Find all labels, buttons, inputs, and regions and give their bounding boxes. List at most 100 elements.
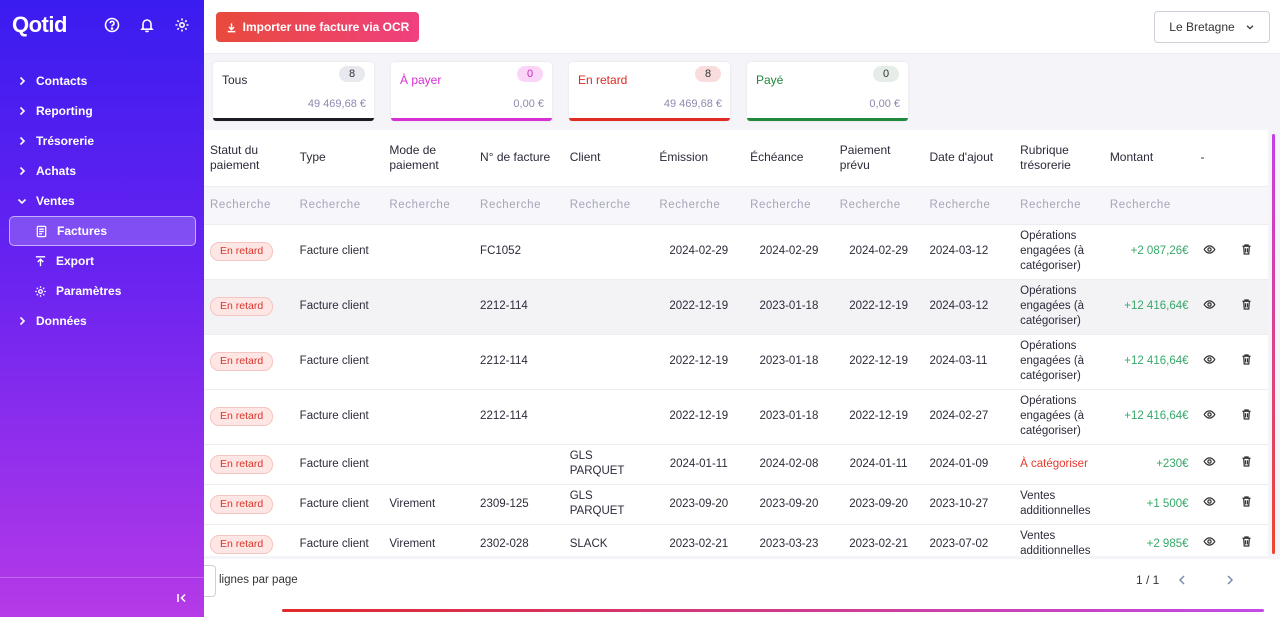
delete-action-cell	[1225, 389, 1268, 445]
status-card-bar	[391, 118, 552, 121]
column-header[interactable]: Client	[569, 150, 601, 165]
status-card[interactable]: Payé 0 0,00 €	[747, 62, 908, 121]
upload-icon	[35, 255, 46, 266]
table-row[interactable]: En retard Facture client GLS PARQUET 2024-0…	[204, 444, 1268, 485]
nav-item-reporting[interactable]: Reporting	[0, 96, 204, 126]
column-header[interactable]: Paiement prévu	[839, 142, 891, 172]
eye-icon[interactable]	[1203, 535, 1216, 548]
column-search-input[interactable]: Recherche	[293, 185, 384, 225]
num-cell: 2212-114	[474, 334, 564, 390]
import-ocr-button[interactable]: Importer une facture via OCR	[216, 12, 419, 42]
emission-cell: 2023-02-21	[653, 524, 745, 556]
status-card-amount: 49 469,68 €	[663, 98, 722, 110]
next-page-icon[interactable]	[1222, 572, 1238, 588]
eye-icon[interactable]	[1203, 495, 1216, 508]
trash-icon[interactable]	[1240, 455, 1253, 468]
nav-item-tresorerie[interactable]: Trésorerie	[0, 126, 204, 156]
sidebar-footer	[0, 577, 204, 617]
status-cell: En retard	[204, 334, 294, 390]
client-cell	[563, 279, 654, 335]
table-row[interactable]: En retard Facture client 2212-114 2022-12-1…	[204, 389, 1268, 445]
download-icon	[227, 22, 235, 32]
gear-icon[interactable]	[174, 17, 190, 33]
table-row[interactable]: En retard Facture client Virement 2302-028 S…	[204, 524, 1268, 556]
table-row[interactable]: En retard Facture client Virement 2309-125 G…	[204, 484, 1268, 525]
company-select[interactable]: Le Bretagne	[1154, 11, 1270, 43]
column-search-input[interactable]: Recherche	[744, 185, 834, 225]
brand-logo[interactable]: Qotid	[12, 12, 67, 37]
rows-per-page-select[interactable]	[204, 565, 216, 597]
column-header[interactable]: Statut du paiement	[210, 142, 260, 172]
nav-sub-item-export[interactable]: Export	[0, 246, 204, 276]
nav-sub-item-factures[interactable]: Factures	[9, 216, 196, 246]
status-card[interactable]: En retard 8 49 469,68 €	[569, 62, 730, 121]
type-cell: Facture client	[293, 334, 384, 390]
vertical-scrollbar[interactable]	[1272, 134, 1275, 554]
status-card[interactable]: À payer 0 0,00 €	[391, 62, 552, 121]
gear-icon	[35, 285, 46, 297]
echeance-cell: 2023-03-23	[744, 524, 834, 556]
table-row[interactable]: En retard Facture client FC1052 2024-02-29 2…	[204, 224, 1268, 280]
column-search-input[interactable]: Recherche	[474, 185, 564, 225]
column-search-input[interactable]: Recherche	[383, 185, 475, 225]
column-header[interactable]: Émission	[659, 150, 709, 165]
prev-page-icon[interactable]	[1174, 572, 1190, 588]
mode-cell	[383, 444, 475, 485]
echeance-cell: 2024-02-08	[744, 444, 834, 485]
invoice-icon	[36, 225, 47, 237]
nav-item-achats[interactable]: Achats	[0, 156, 204, 186]
mode-cell	[383, 279, 475, 335]
type-cell: Facture client	[293, 444, 384, 485]
column-header[interactable]: N° de facture	[480, 150, 551, 165]
rubrique-cell: Ventes additionnelles	[1014, 524, 1104, 556]
view-action-cell	[1194, 224, 1226, 280]
trash-icon[interactable]	[1240, 243, 1253, 256]
chevron-right-icon	[19, 106, 26, 116]
chevron-right-icon	[19, 136, 26, 146]
column-search-input[interactable]: Recherche	[653, 185, 745, 225]
column-search-input[interactable]: Recherche	[1014, 185, 1104, 225]
table-row[interactable]: En retard Facture client 2212-114 2022-12-1…	[204, 279, 1268, 335]
column-search-input[interactable]: Recherche	[833, 185, 924, 225]
trash-icon[interactable]	[1240, 353, 1253, 366]
status-card[interactable]: Tous 8 49 469,68 €	[213, 62, 374, 121]
chevron-right-icon	[19, 76, 26, 86]
page-info: 1 / 1	[1136, 573, 1160, 587]
eye-icon[interactable]	[1203, 408, 1216, 421]
column-header[interactable]: Type	[299, 150, 326, 165]
trash-icon[interactable]	[1240, 495, 1253, 508]
nav-item-contacts[interactable]: Contacts	[0, 66, 204, 96]
column-search-input[interactable]: Recherche	[1103, 185, 1195, 225]
column-header[interactable]: Montant	[1109, 150, 1154, 165]
status-cell: En retard	[204, 484, 294, 525]
column-header[interactable]: Date d'ajout	[929, 150, 994, 165]
nav-item-donnees[interactable]: Données	[0, 306, 204, 336]
eye-icon[interactable]	[1203, 455, 1216, 468]
column-header[interactable]: Mode de paiement	[389, 142, 439, 172]
client-cell	[563, 334, 654, 390]
trash-icon[interactable]	[1240, 535, 1253, 548]
eye-icon[interactable]	[1203, 298, 1216, 311]
trash-icon[interactable]	[1240, 408, 1253, 421]
column-header[interactable]: Échéance	[750, 150, 804, 165]
column-search-input[interactable]: Recherche	[563, 185, 654, 225]
status-badge: En retard	[210, 242, 274, 261]
column-search-input[interactable]: Recherche	[923, 185, 1015, 225]
eye-icon[interactable]	[1203, 243, 1216, 256]
table-row[interactable]: En retard Facture client 2212-114 2022-12-1…	[204, 334, 1268, 390]
column-header[interactable]: Rubrique trésorerie	[1020, 142, 1071, 172]
eye-icon[interactable]	[1203, 353, 1216, 366]
nav-sub-item-parametres[interactable]: Paramètres	[0, 276, 204, 306]
column-header[interactable]: -	[1200, 150, 1205, 165]
horizontal-scrollbar[interactable]	[282, 609, 1264, 612]
nav-item-ventes[interactable]: Ventes	[0, 186, 204, 216]
collapse-sidebar-icon[interactable]	[176, 592, 188, 604]
bell-icon[interactable]	[139, 17, 155, 33]
status-card-label: Payé	[756, 73, 784, 87]
rubrique-cell: Opérations engagées (à catégoriser)	[1014, 279, 1104, 335]
help-icon[interactable]	[104, 17, 120, 33]
column-search-input[interactable]: Recherche	[204, 185, 294, 225]
view-action-cell	[1194, 444, 1226, 485]
montant-cell: +230€	[1103, 444, 1195, 485]
trash-icon[interactable]	[1240, 298, 1253, 311]
